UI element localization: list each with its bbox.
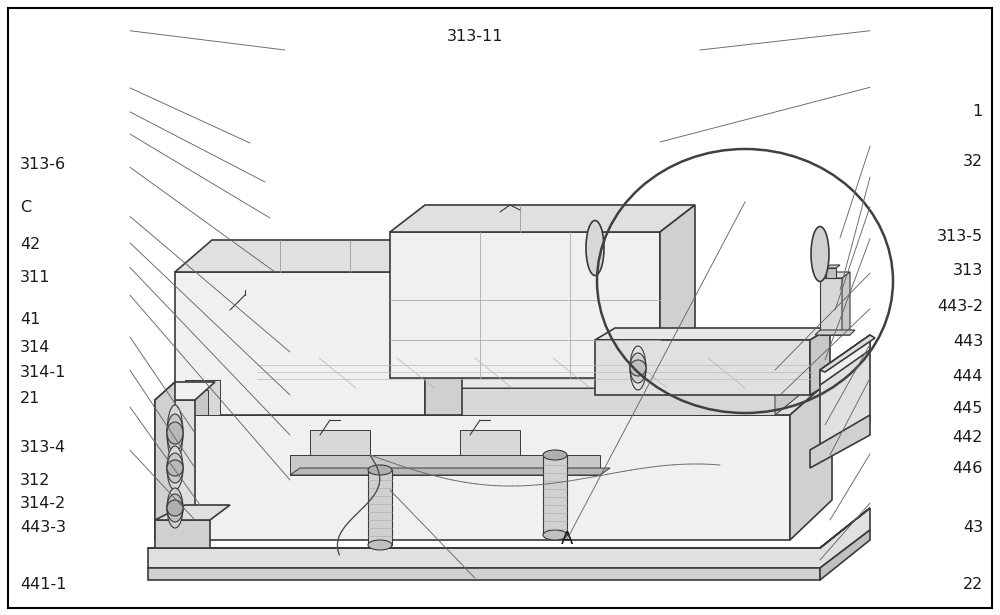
Ellipse shape <box>167 414 183 452</box>
Text: 443-3: 443-3 <box>20 520 66 534</box>
Ellipse shape <box>543 450 567 460</box>
Text: 313-5: 313-5 <box>937 229 983 244</box>
Ellipse shape <box>368 540 392 550</box>
Text: A: A <box>561 530 573 549</box>
Text: 443-2: 443-2 <box>937 299 983 314</box>
Polygon shape <box>826 265 840 268</box>
Text: 314-1: 314-1 <box>20 365 66 379</box>
Polygon shape <box>790 378 832 540</box>
Text: 41: 41 <box>20 312 40 327</box>
Polygon shape <box>390 232 660 378</box>
Polygon shape <box>810 415 870 468</box>
Polygon shape <box>775 358 812 415</box>
Polygon shape <box>820 335 870 460</box>
Polygon shape <box>820 272 850 278</box>
Polygon shape <box>820 335 870 385</box>
Text: 314: 314 <box>20 340 50 355</box>
Ellipse shape <box>630 360 646 376</box>
Polygon shape <box>290 468 610 475</box>
Polygon shape <box>220 358 812 388</box>
Text: C: C <box>20 200 31 215</box>
Polygon shape <box>310 430 370 470</box>
Text: 313-4: 313-4 <box>20 440 66 455</box>
Text: 314-2: 314-2 <box>20 496 66 510</box>
Polygon shape <box>155 382 215 400</box>
Ellipse shape <box>167 422 183 444</box>
Polygon shape <box>148 568 820 580</box>
Text: 444: 444 <box>953 369 983 384</box>
Ellipse shape <box>811 226 829 282</box>
Text: 43: 43 <box>963 520 983 535</box>
Text: 443: 443 <box>953 335 983 349</box>
Polygon shape <box>175 272 425 415</box>
Ellipse shape <box>630 353 646 383</box>
Ellipse shape <box>543 530 567 540</box>
Polygon shape <box>165 378 832 415</box>
Text: 22: 22 <box>963 577 983 592</box>
Text: 313: 313 <box>953 263 983 278</box>
Ellipse shape <box>368 465 392 475</box>
Polygon shape <box>543 455 567 535</box>
Polygon shape <box>460 430 520 470</box>
Polygon shape <box>595 340 810 395</box>
Ellipse shape <box>167 500 183 516</box>
Ellipse shape <box>167 446 183 490</box>
Polygon shape <box>185 380 220 415</box>
Polygon shape <box>842 272 850 335</box>
Polygon shape <box>148 508 870 548</box>
Polygon shape <box>826 268 836 278</box>
Ellipse shape <box>167 494 183 522</box>
Polygon shape <box>148 508 870 568</box>
Polygon shape <box>220 388 775 415</box>
Polygon shape <box>155 382 175 540</box>
Polygon shape <box>425 240 462 415</box>
Polygon shape <box>290 455 600 475</box>
Text: 312: 312 <box>20 474 50 488</box>
Text: 445: 445 <box>953 401 983 416</box>
Text: 441-1: 441-1 <box>20 577 66 592</box>
Polygon shape <box>820 335 875 372</box>
Text: 42: 42 <box>20 237 40 252</box>
Polygon shape <box>368 470 392 545</box>
Polygon shape <box>820 530 870 580</box>
Ellipse shape <box>167 460 183 476</box>
Ellipse shape <box>586 221 604 276</box>
Polygon shape <box>815 330 855 335</box>
Ellipse shape <box>630 346 646 390</box>
Polygon shape <box>810 328 830 395</box>
Polygon shape <box>155 400 195 540</box>
Polygon shape <box>175 390 208 415</box>
Polygon shape <box>155 520 210 548</box>
Polygon shape <box>595 328 830 340</box>
Text: 311: 311 <box>20 271 50 285</box>
Polygon shape <box>165 415 790 540</box>
Text: 446: 446 <box>953 461 983 476</box>
Text: 1: 1 <box>973 105 983 119</box>
Polygon shape <box>155 505 230 520</box>
Text: 442: 442 <box>953 430 983 445</box>
Polygon shape <box>660 205 695 378</box>
Ellipse shape <box>167 453 183 483</box>
Text: 313-11: 313-11 <box>447 30 503 44</box>
Text: 32: 32 <box>963 154 983 169</box>
Polygon shape <box>390 205 695 232</box>
Text: 21: 21 <box>20 391 40 406</box>
Text: 313-6: 313-6 <box>20 157 66 172</box>
Ellipse shape <box>167 405 183 461</box>
Polygon shape <box>820 278 842 335</box>
Ellipse shape <box>167 488 183 528</box>
Polygon shape <box>175 240 462 272</box>
